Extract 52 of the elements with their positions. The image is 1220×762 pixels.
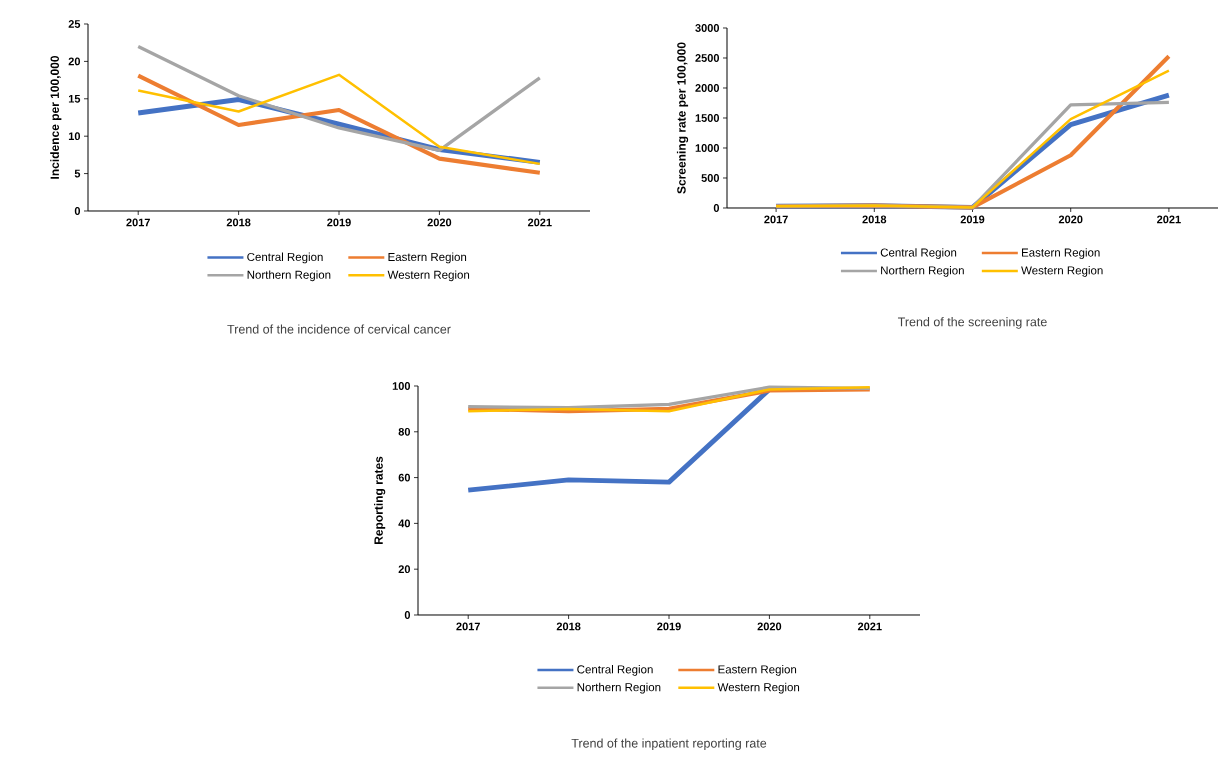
y-tick-label: 20 <box>68 57 81 66</box>
x-tick-label: 2021 <box>1157 215 1181 224</box>
y-tick-label: 25 <box>68 20 81 28</box>
legend-label: Western Region <box>717 682 800 694</box>
y-tick-label: 20 <box>398 565 411 574</box>
x-tick-label: 2017 <box>456 622 480 631</box>
x-tick-label: 2019 <box>327 218 351 227</box>
y-tick-label: 0 <box>74 207 81 215</box>
x-tick-label: 2018 <box>862 215 887 224</box>
y-tick-label: 0 <box>713 204 720 212</box>
legend-label: Eastern Region <box>1022 248 1100 259</box>
x-tick-label: 2021 <box>857 622 882 631</box>
legend-label: Northern Region <box>577 682 661 694</box>
x-tick-label: 2018 <box>226 218 251 227</box>
text: Trend of the screening rate <box>897 317 1047 329</box>
x-tick-label: 2019 <box>657 622 681 631</box>
x-tick-label: 2019 <box>960 215 985 224</box>
y-axis-title: Screening rate per 100,000 <box>676 42 689 194</box>
legend-label: Western Region <box>387 270 470 282</box>
y-tick-label: 2000 <box>695 84 720 92</box>
legend-label: Eastern Region <box>718 664 797 676</box>
y-tick-label: 10 <box>68 132 81 141</box>
y-tick-label: 500 <box>701 174 720 182</box>
y-tick-label: 1500 <box>695 114 720 122</box>
legend-label: Northern Region <box>247 270 331 282</box>
legend-label: Eastern Region <box>388 252 467 264</box>
x-tick-label: 2020 <box>427 218 452 227</box>
y-tick-label: 3000 <box>695 24 720 32</box>
y-tick-label: 2500 <box>695 54 720 62</box>
y-tick-label: 1000 <box>695 144 720 152</box>
x-tick-label: 2018 <box>556 622 581 631</box>
legend-label: Northern Region <box>881 266 964 277</box>
x-tick-label: 2017 <box>126 218 150 227</box>
y-tick-label: 15 <box>68 94 81 103</box>
y-tick-label: 0 <box>404 611 411 619</box>
y-axis-title: Incidence per 100,000 <box>50 55 62 179</box>
x-tick-label: 2020 <box>1058 215 1083 224</box>
legend-label: Western Region <box>1021 266 1103 277</box>
legend-label: Central Region <box>247 252 323 264</box>
x-tick-label: 2021 <box>527 218 552 227</box>
y-axis-title: Reporting rates <box>374 456 386 545</box>
y-tick-label: 60 <box>398 473 411 482</box>
y-tick-label: 40 <box>398 519 411 528</box>
legend-label: Central Region <box>577 664 653 676</box>
x-tick-label: 2020 <box>757 622 782 631</box>
x-tick-label: 2017 <box>764 215 788 224</box>
text: Trend of the incidence of cervical cancer <box>227 324 451 334</box>
y-tick-label: 5 <box>74 169 81 178</box>
y-tick-label: 100 <box>392 382 411 390</box>
text: Trend of the inpatient reporting rate <box>571 738 767 751</box>
y-tick-label: 80 <box>398 427 411 436</box>
legend-label: Central Region <box>880 248 957 259</box>
